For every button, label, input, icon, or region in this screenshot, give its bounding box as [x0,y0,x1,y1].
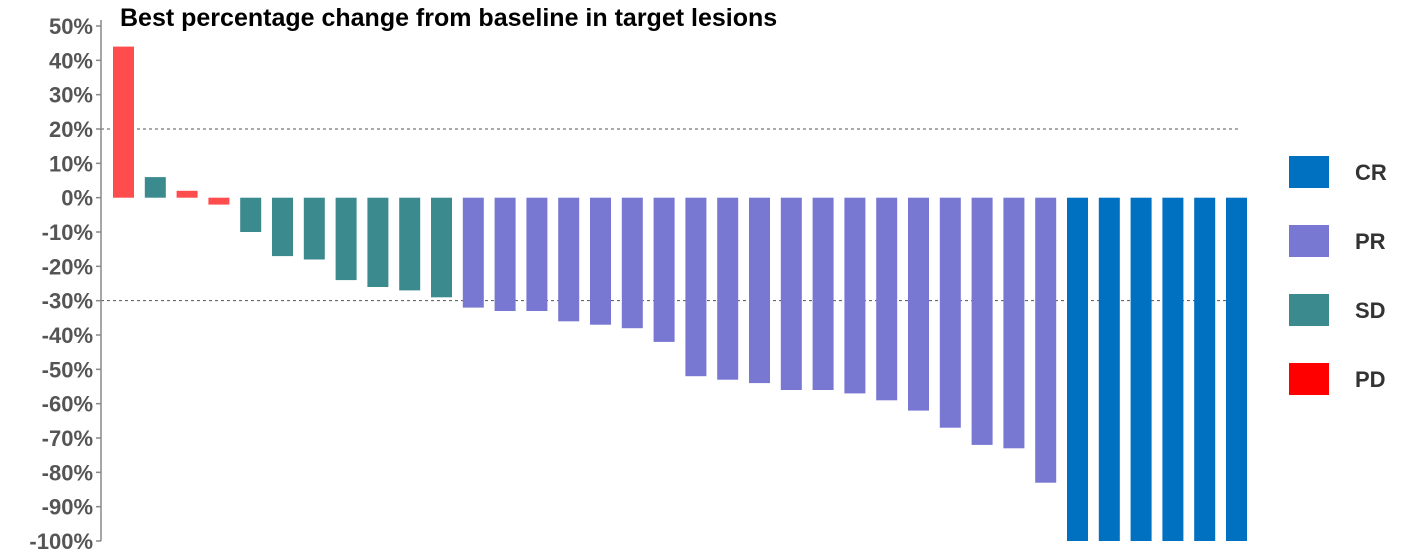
bar-sd [272,197,293,257]
bar-pr [558,197,580,322]
bar-sd [399,197,421,291]
bar-sd [144,177,166,198]
y-tick-label: -100% [29,529,93,554]
bar-cr [1162,197,1184,541]
legend-swatch-sd [1289,294,1329,326]
bar-pr [621,197,643,329]
bar-pr [876,197,898,401]
bar-pr [939,197,961,428]
y-tick-label: 50% [49,14,93,39]
y-tick-label: 20% [49,117,93,142]
bar-sd [335,197,357,281]
legend-swatch-pd [1289,363,1329,395]
y-tick-label: -60% [42,392,93,417]
bar-sd [431,197,452,298]
y-tick-label: -50% [42,357,93,382]
bar-cr [1067,197,1088,541]
bar-pr [653,197,675,342]
bar-pr [971,197,993,445]
bar-pr [590,197,611,325]
y-tick-label: 10% [49,151,93,176]
bar-pr [1003,197,1025,449]
bar-pr [908,197,929,411]
y-tick-label: -90% [42,495,93,520]
legend-label-pd: PD [1355,367,1386,392]
y-tick-label: 0% [61,186,93,211]
bar-pr [844,197,866,394]
y-tick-label: 40% [49,48,93,73]
bar-cr [1098,197,1120,541]
bar-sd [303,197,325,260]
y-tick-label: -20% [42,254,93,279]
legend-swatch-cr [1289,156,1329,188]
bar-pr [494,197,516,311]
chart-title: Best percentage change from baseline in … [120,4,778,32]
bar-pr [1035,197,1057,483]
bar-pr [685,197,707,377]
bar-pr [717,197,739,380]
y-tick-label: -40% [42,323,93,348]
y-tick-label: -30% [42,289,93,314]
bar-pd [113,46,134,198]
bar-cr [1194,197,1216,541]
bar-sd [367,197,389,287]
legend-label-pr: PR [1355,229,1386,254]
legend-label-sd: SD [1355,298,1386,323]
y-tick-label: -10% [42,220,93,245]
bar-pr [462,197,484,308]
bar-pr [780,197,802,390]
bars-group [113,46,1247,541]
y-tick-label: -70% [42,426,93,451]
bar-pd [208,197,230,205]
y-axis: 50% 40% 30% 20% 10% 0% -10% -20% -30% -40% -50% -60… [29,14,102,554]
legend-swatch-pr [1289,225,1329,257]
bar-pr [812,197,834,390]
y-tick-label: 30% [49,83,93,108]
bar-cr [1130,197,1152,541]
bar-pr [526,197,548,311]
bar-pr [749,197,770,384]
bar-pd [176,190,198,198]
bar-cr [1226,197,1247,541]
y-tick-label: -80% [42,460,93,485]
bar-sd [240,197,262,232]
legend: CR PR SD PD [1289,156,1387,395]
legend-label-cr: CR [1355,160,1387,185]
